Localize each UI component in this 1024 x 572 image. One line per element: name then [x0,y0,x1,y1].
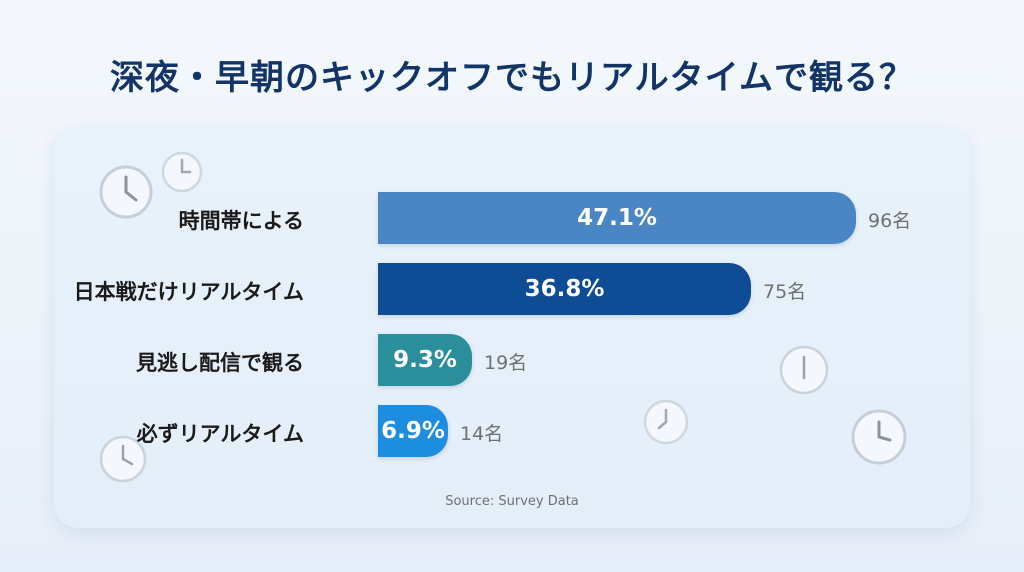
clock-icon [643,399,689,445]
clock-icon [779,345,829,395]
bar: 9.3% [378,334,472,386]
bar-value-label: 9.3% [393,347,457,373]
bar: 47.1% [378,192,856,244]
bar-label: 時間帯による [178,209,304,233]
bar-label: 必ずリアルタイム [136,422,304,446]
bar-value-label: 36.8% [524,276,605,302]
page-title: 深夜・早朝のキックオフでもリアルタイムで観る？ [110,58,914,98]
chart-card: 時間帯による 47.1% 96名日本戦だけリアルタイム 36.8% 75名見逃し配信で観… [54,128,970,528]
clock-icon [99,165,153,219]
source-note: Source: Survey Data [445,494,579,509]
bar-value-label: 6.9% [381,418,445,444]
clock-icon [161,151,203,193]
bar-label: 見逃し配信で観る [136,351,304,375]
bar: 6.9% [378,405,448,457]
bar-value-label: 47.1% [577,205,657,231]
bar-count-label: 14名 [460,423,504,445]
bar-count-label: 96名 [868,210,912,232]
bar: 36.8% [378,263,751,315]
clock-icon [99,435,147,483]
bar-count-label: 75名 [763,281,807,303]
bar-count-label: 19名 [484,352,528,374]
bar-label: 日本戦だけリアルタイム [73,280,304,304]
clock-icon [851,409,907,465]
